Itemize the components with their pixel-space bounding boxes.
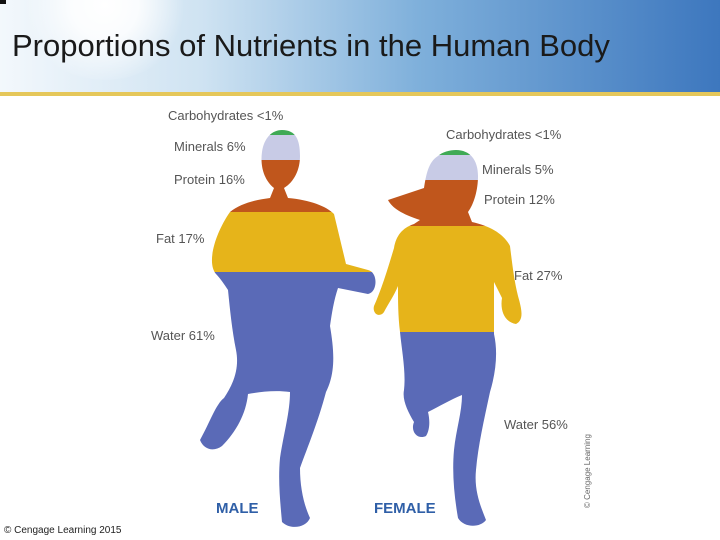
female-heading: FEMALE — [374, 500, 436, 517]
female-minerals-label: Minerals 5% — [482, 162, 554, 177]
male-water-band — [200, 272, 376, 527]
male-fat-band — [200, 212, 376, 272]
male-minerals-label: Minerals 6% — [174, 139, 246, 154]
female-fat-band — [373, 226, 522, 332]
male-carbohydrates-label: Carbohydrates <1% — [168, 108, 284, 123]
female-water-label: Water 56% — [504, 417, 568, 432]
male-carbohydrates-band — [200, 130, 376, 135]
female-fat-label: Fat 27% — [514, 268, 563, 283]
female-carbohydrates-label: Carbohydrates <1% — [446, 127, 562, 142]
female-protein-label: Protein 12% — [484, 192, 555, 207]
title-underline — [0, 92, 720, 96]
male-fat-label: Fat 17% — [156, 231, 205, 246]
title-bar: Proportions of Nutrients in the Human Bo… — [0, 0, 720, 92]
male-water-label: Water 61% — [151, 328, 215, 343]
male-protein-label: Protein 16% — [174, 172, 245, 187]
copyright-notice: © Cengage Learning 2015 — [4, 525, 122, 536]
side-credit: © Cengage Learning — [583, 434, 592, 508]
male-heading: MALE — [216, 500, 259, 517]
slide-title: Proportions of Nutrients in the Human Bo… — [12, 28, 610, 63]
female-carbohydrates-band — [373, 150, 522, 155]
nutrient-figure: Carbohydrates <1% Minerals 6% Protein 16… — [151, 108, 568, 527]
corner-mark — [0, 0, 6, 4]
